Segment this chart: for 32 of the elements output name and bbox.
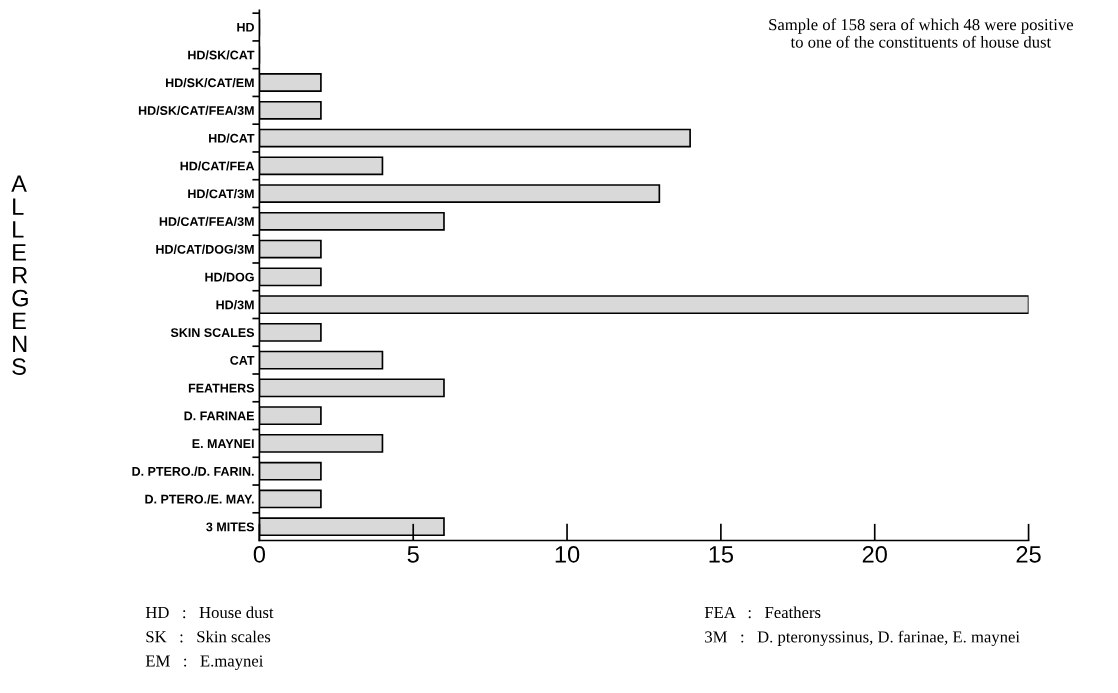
y-tick-label: CAT: [230, 355, 255, 365]
x-tick-label: 10: [555, 546, 580, 563]
x-tick-label: 25: [1016, 546, 1041, 563]
y-tick-label: HD/CAT/FEA: [180, 161, 255, 171]
y-tick-label: FEATHERS: [188, 383, 255, 393]
y-tick-label: HD/SK/CAT/FEA/3M: [138, 105, 254, 116]
y-tick-label: HD/3M: [216, 300, 254, 310]
text: EM : E.maynei: [145, 655, 264, 670]
y-tick-label: HD/SK/CAT: [188, 50, 255, 60]
x-tick-label: 0: [253, 546, 266, 563]
y-tick-label: 3 MITES: [206, 522, 255, 532]
y-tick-label: HD/CAT/DOG/3M: [156, 244, 254, 254]
y-tick-label: HD/CAT/3M: [188, 189, 254, 199]
text: FEA : Feathers: [704, 606, 821, 619]
y-tick-label: D. PTERO./D. FARIN.: [132, 466, 254, 476]
y-tick-label: E. MAYNEI: [192, 439, 254, 448]
x-tick-label: 15: [709, 546, 734, 563]
y-tick-label: HD/SK/CAT/EM: [166, 78, 254, 88]
y-tick-label: SKIN SCALES: [170, 328, 255, 338]
y-tick-label: HD/DOG: [205, 272, 254, 282]
x-tick-label: 5: [407, 546, 419, 563]
y-tick-label: HD/CAT/FEA/3M: [159, 216, 254, 227]
y-tick-label: HD/CAT: [209, 133, 255, 143]
y-tick-label: D. FARINAE: [184, 411, 255, 421]
x-tick-label: 20: [862, 546, 887, 563]
y-tick-label: D. PTERO./E. MAY.: [145, 494, 254, 504]
annotation: Sample of 158 sera of which 48 were positive to one of the constituents of house dust: [769, 18, 1074, 48]
text: ALLERGENS: [11, 175, 28, 375]
y-tick-label: HD: [237, 22, 254, 32]
text: SK : Skin scales: [146, 630, 271, 643]
text: 3M : D. pteronyssinus, D. farinae, E. maynei: [705, 630, 1020, 646]
text: HD : House dust: [145, 606, 274, 619]
